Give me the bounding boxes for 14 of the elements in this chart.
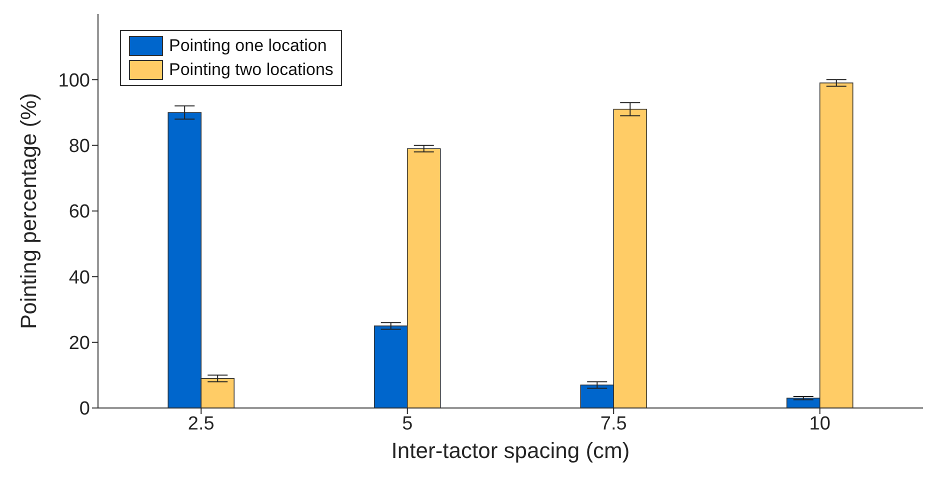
y-tick-label: 40 (68, 267, 90, 288)
x-tick-label: 2.5 (188, 413, 214, 434)
x-tick-label: 7.5 (600, 413, 627, 434)
x-tick-label: 5 (402, 413, 413, 434)
y-tick-label: 20 (68, 333, 90, 354)
y-tick-label: 100 (58, 70, 90, 92)
y-tick-label: 60 (68, 202, 90, 223)
y-tick-label: 80 (68, 136, 90, 158)
x-tick-label: 10 (809, 413, 830, 434)
y-axis-title: Pointing percentage (%) (16, 92, 41, 330)
legend-label: Pointing one location (169, 35, 327, 57)
y-tick-label: 0 (79, 398, 90, 420)
x-axis-title: Inter-tactor spacing (cm) (391, 438, 630, 463)
legend-label: Pointing two locations (169, 59, 334, 81)
